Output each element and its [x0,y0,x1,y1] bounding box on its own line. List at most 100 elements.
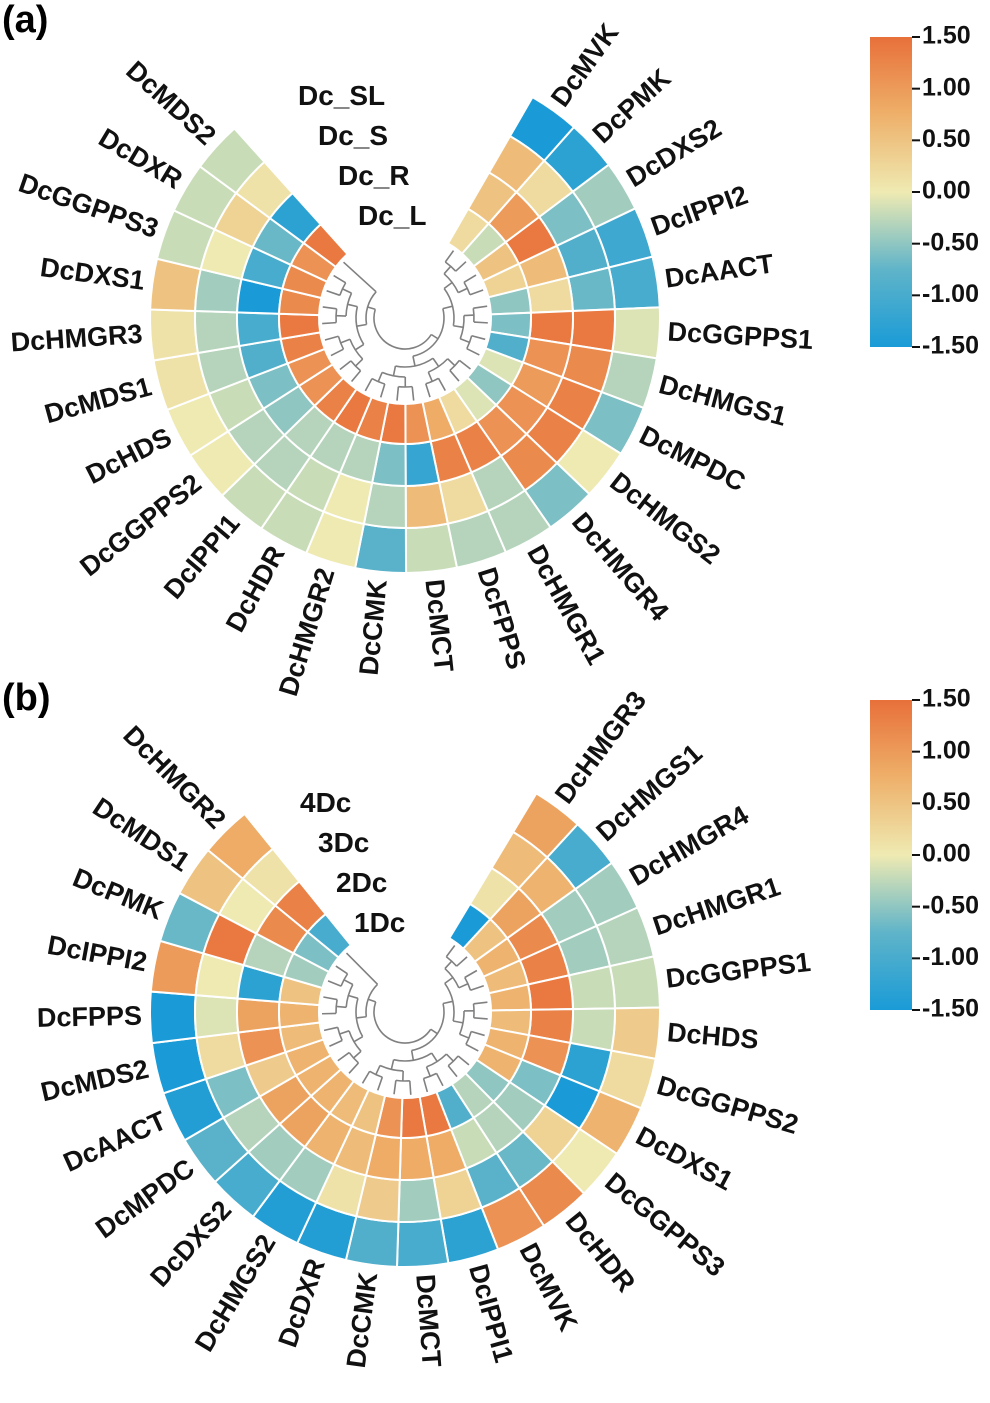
colorbar-tick-label: -1.00 [922,943,979,971]
dendrogram-branch [356,323,367,327]
dendrogram-branch [329,1039,343,1048]
dendrogram-branch [343,979,354,986]
ring-label-dc-l: Dc_L [358,200,426,231]
dendrogram-branch [367,306,376,311]
gene-label: DcGGPPS1 [664,947,812,994]
dendrogram-branch [350,370,362,383]
ring-label-3dc: 3Dc [318,827,369,858]
gene-label: DcMDS2 [120,55,221,151]
dendrogram-branch [422,1078,429,1093]
dendrogram-a [322,250,488,401]
dendrogram-branch [425,1066,431,1077]
dendrogram-branch [465,1043,479,1052]
dendrogram-branch [457,1055,470,1066]
ring-label-dc-r: Dc_R [338,160,410,191]
heatmap-cell [306,912,353,959]
gene-label: DcMDS2 [38,1054,151,1108]
dendrogram-branch [348,994,359,1000]
dendrogram-branch [473,1016,488,1020]
colorbar-tick-label: 0.00 [922,840,971,868]
dendrogram-branch [425,383,431,398]
dendrogram-branch [353,1050,362,1059]
dendrogram-branch [459,338,470,344]
heatmap-cells-b [149,792,661,1268]
colorbar-tick-label: 0.00 [922,177,971,205]
dendrogram-b [322,945,488,1095]
dendrogram-branch [423,1072,437,1080]
dendrogram-branch [339,282,347,296]
gene-label: DcIPPI2 [45,930,149,978]
dendrogram-branch [466,347,480,356]
gene-label: DcAACT [59,1105,172,1178]
dendrogram-branch [471,334,486,341]
dendrogram-branch [458,982,469,989]
dendrogram-branch [456,956,468,967]
gene-label: DcDXS2 [144,1195,237,1293]
dendrogram-branch [373,309,432,350]
dendrogram-branch [376,1076,384,1091]
dendrogram-branch [473,1001,488,1005]
gene-label: DcDXS1 [631,1121,738,1197]
dendrogram-branch [459,1033,470,1039]
dendrogram-branch [393,1080,397,1095]
dendrogram-branch [431,1052,438,1062]
dendrogram-branch [327,980,342,987]
dendrogram-branch [444,261,457,272]
dendrogram-branch [435,1073,444,1087]
gene-label: DcMCT [410,1273,446,1368]
dendrogram-branch [336,1005,347,1009]
dendrogram-branch [347,303,358,308]
gene-label: DcHMGS1 [656,369,790,432]
heatmap-cell [236,997,282,1034]
colorbar-tick-label: 1.00 [922,73,971,101]
dendrogram-branch [463,281,471,296]
heatmap-cell [149,308,200,362]
colorbar-gradient-b [870,700,912,1010]
dendrogram-branch [411,1003,445,1052]
circular-heatmap-b: (b) DcHMGR3DcHMGS1DcHMGR4DcHMGR1DcGGPPS1… [2,677,979,1370]
gene-label: DcAACT [663,248,776,293]
gene-label: DcPMK [587,63,677,149]
dendrogram-branch [324,335,339,341]
gene-label: DcHMGR3 [10,319,144,358]
gene-label: DcDXS2 [621,113,726,193]
dendrogram-branch [348,1062,360,1074]
dendrogram-branch [340,338,351,344]
dendrogram-branch [340,973,349,987]
gene-label: DcMDS1 [41,371,155,429]
dendrogram-branch [457,287,468,294]
heatmap-cell [194,309,241,355]
heatmap-cell [194,994,240,1039]
dendrogram-branch [392,365,397,377]
gene-label: DcGGPPS1 [667,317,814,355]
colorbar-tick-label: 1.50 [922,22,971,50]
dendrogram-branch [432,357,440,367]
dendrogram-branch [342,288,352,294]
gene-label: DcMPDC [635,420,750,498]
dendrogram-branch [447,1065,458,1078]
dendrogram-branch [444,967,460,989]
colorbar-tick-label: 0.50 [922,788,971,816]
dendrogram-branch [442,1000,453,1005]
gene-label: DcMDS1 [87,792,195,878]
gene-label: DcMVK [545,18,625,113]
heatmap-cell [398,1135,435,1181]
heatmap-cell [397,1176,442,1223]
gene-label: DcHDS [666,1017,760,1055]
gene-label: DcHDR [560,1206,642,1297]
dendrogram-branch [348,1030,362,1052]
gene-label: DcCMK [341,1270,383,1370]
colorbar-gradient-a [870,37,912,347]
colorbar-tick-label: 1.50 [922,685,971,713]
gene-label: DcMCT [419,578,459,674]
ring-label-4dc: 4Dc [300,787,351,818]
dendrogram-branch [430,1028,438,1035]
dendrogram-branch [339,1030,350,1035]
dendrogram-branch [469,289,484,296]
dendrogram-branch [445,945,456,958]
dendrogram-branch [449,369,460,382]
dendrogram-branch [473,305,488,309]
dendrogram-branch [427,371,434,382]
